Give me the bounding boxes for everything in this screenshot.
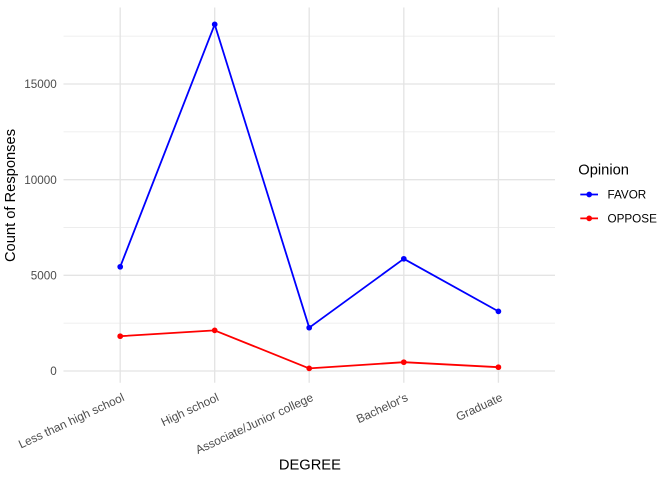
svg-text:OPPOSE: OPPOSE (608, 213, 658, 226)
svg-text:10000: 10000 (24, 174, 57, 187)
svg-text:FAVOR: FAVOR (608, 189, 647, 202)
svg-text:5000: 5000 (31, 270, 58, 283)
svg-text:DEGREE: DEGREE (279, 458, 341, 474)
svg-text:0: 0 (50, 365, 57, 378)
svg-text:15000: 15000 (24, 78, 57, 91)
svg-text:Count of Responses: Count of Responses (3, 129, 19, 262)
svg-text:Opinion: Opinion (578, 163, 629, 179)
